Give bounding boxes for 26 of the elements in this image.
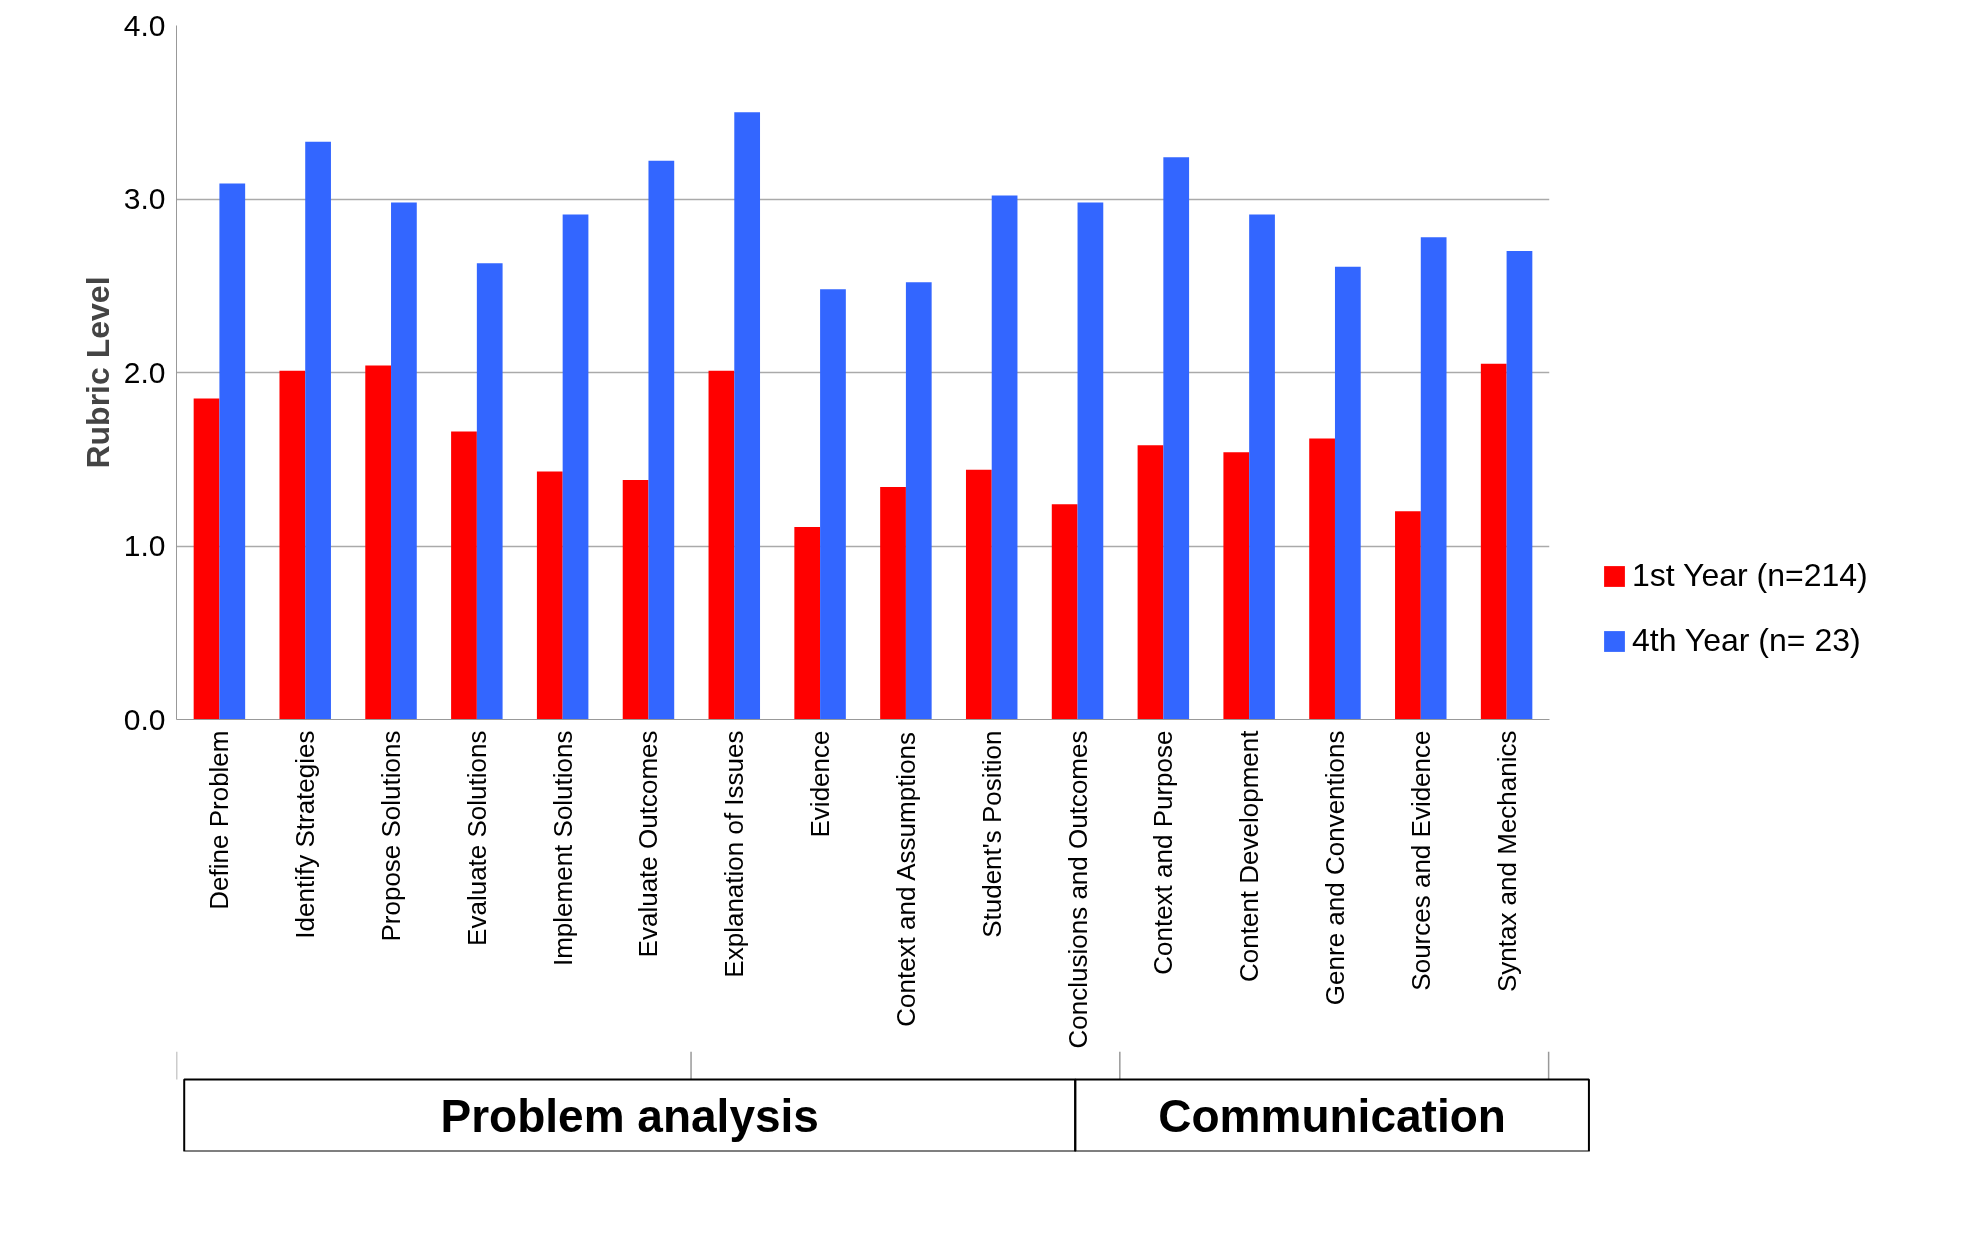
x-tick-label: Conclusions and Outcomes bbox=[1062, 730, 1093, 1049]
x-tick-label: Evaluate Solutions bbox=[461, 730, 492, 946]
y-axis-title: Rubric Level bbox=[79, 276, 116, 469]
legend-label: 4th Year (n= 23) bbox=[1632, 622, 1861, 659]
x-tick-label: Implement Solutions bbox=[547, 730, 578, 967]
text: Communication bbox=[1158, 1089, 1506, 1142]
x-tick-label: Content Development bbox=[1234, 729, 1265, 982]
y-tick-label: 0.0 bbox=[123, 702, 166, 736]
text: Problem analysis bbox=[440, 1089, 819, 1142]
legend-label: 1st Year (n=214) bbox=[1632, 557, 1868, 594]
x-tick-label: Student's Position bbox=[976, 730, 1007, 938]
x-tick-label: Genre and Conventions bbox=[1319, 730, 1350, 1006]
x-tick-label: Context and Purpose bbox=[1148, 730, 1179, 975]
x-tick-label: Define Problem bbox=[204, 730, 235, 910]
x-tick-label: Evidence bbox=[805, 730, 836, 838]
x-tick-label: Context and Assumptions bbox=[890, 731, 921, 1027]
y-tick-label: 4.0 bbox=[123, 8, 166, 42]
x-tick-label: Explanation of Issues bbox=[719, 730, 750, 978]
y-tick-label: 3.0 bbox=[123, 182, 166, 215]
x-tick-label: Identify Strategies bbox=[290, 730, 321, 939]
x-tick-label: Sources and Evidence bbox=[1405, 730, 1436, 991]
y-tick-label: 2.0 bbox=[123, 355, 166, 389]
x-tick-label: Propose Solutions bbox=[376, 730, 407, 942]
x-tick-label: Evaluate Outcomes bbox=[633, 730, 664, 958]
y-tick-label: 1.0 bbox=[123, 529, 166, 562]
x-tick-label: Syntax and Mechanics bbox=[1491, 730, 1522, 993]
